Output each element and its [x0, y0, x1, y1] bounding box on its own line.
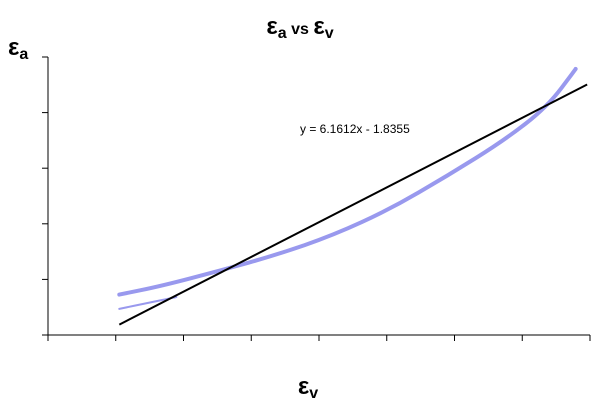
title-subscript: a	[278, 25, 287, 42]
y-label-symbol: ε	[8, 34, 19, 61]
y-axis-label: εa	[8, 34, 28, 63]
title-symbol: ε	[266, 13, 277, 40]
x-label-subscript: v	[309, 385, 318, 400]
trendline	[118, 83, 588, 326]
title-vs: vs	[287, 21, 314, 38]
y-ticks	[42, 56, 48, 336]
title-subscript-2: v	[325, 25, 334, 42]
series-group	[117, 66, 578, 310]
chart-title: εa vs εv	[266, 13, 333, 42]
x-label-symbol: ε	[298, 373, 309, 400]
title-symbol-2: ε	[313, 13, 324, 40]
x-ticks	[47, 335, 591, 341]
x-axis-label: εv	[298, 373, 318, 400]
y-label-subscript: a	[19, 46, 28, 63]
series-line-1	[117, 66, 578, 297]
trendline-label: y = 6.1612x - 1.8355	[300, 122, 410, 136]
